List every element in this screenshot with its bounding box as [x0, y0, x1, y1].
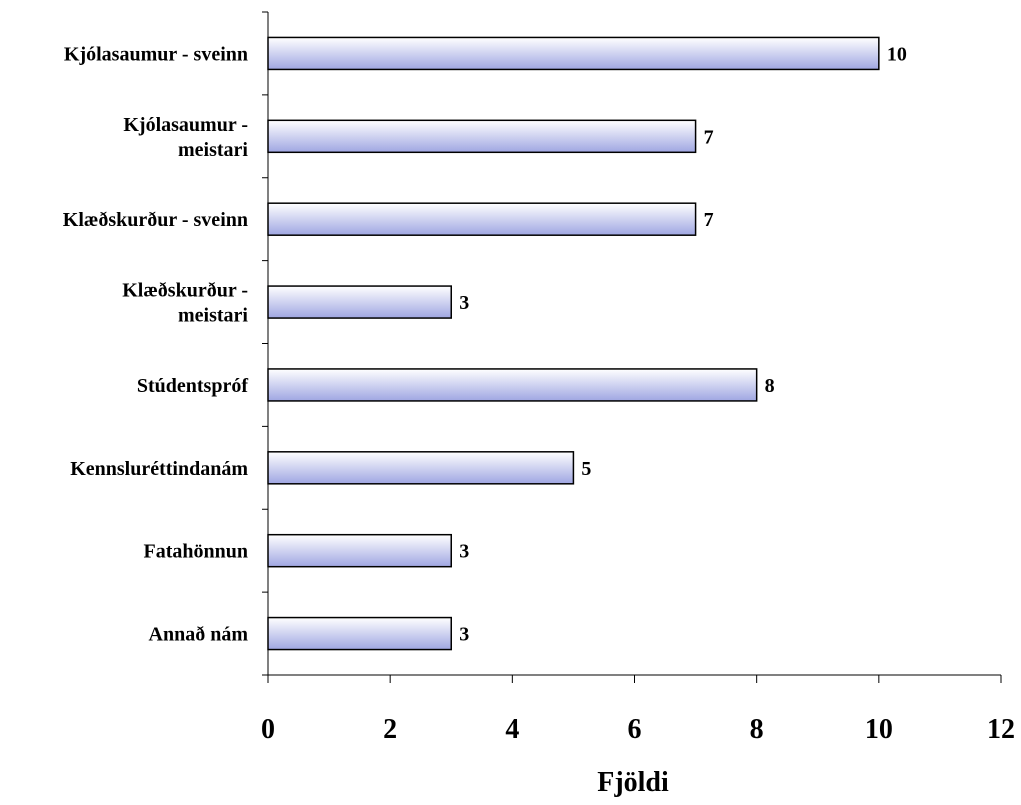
category-label-line: meistari [178, 139, 248, 161]
category-label-line: Fatahönnun [144, 541, 249, 563]
category-label-line: Kjólasaumur - [123, 114, 248, 136]
x-tick-label-4: 8 [750, 714, 764, 745]
bar-6 [267, 533, 452, 568]
category-label-4: Stúdentspróf [137, 375, 248, 397]
data-label-5: 5 [581, 458, 591, 480]
category-label-line: Kennsluréttindanám [70, 458, 248, 480]
category-label-line: meistari [178, 305, 248, 327]
bar-5 [267, 451, 575, 485]
category-label-0: Kjólasaumur - sveinn [64, 43, 248, 65]
x-tick-label-3: 6 [628, 714, 642, 745]
category-label-line: Klæðskurður - [122, 280, 248, 302]
data-label-7: 3 [459, 624, 469, 646]
category-label-6: Fatahönnun [144, 541, 249, 563]
bar-0 [267, 36, 880, 71]
category-label-5: Kennsluréttindanám [70, 458, 248, 480]
category-label-line: Annað nám [149, 624, 249, 646]
bar-1 [267, 119, 697, 154]
category-label-3: Klæðskurður - meistari [122, 280, 248, 327]
bar-2 [267, 202, 697, 236]
bar-7 [267, 616, 452, 651]
data-label-0: 10 [887, 43, 907, 65]
category-label-2: Klæðskurður - sveinn [63, 209, 248, 231]
x-axis-title: Fjöldi [597, 767, 669, 798]
x-tick-label-0: 0 [261, 714, 275, 745]
category-label-1: Kjólasaumur - meistari [123, 114, 248, 161]
x-tick-label-5: 10 [865, 714, 893, 745]
data-label-6: 3 [459, 541, 469, 563]
bar-3 [267, 285, 452, 319]
data-label-4: 8 [765, 375, 775, 397]
x-tick-label-1: 2 [383, 714, 397, 745]
x-tick-label-6: 12 [987, 714, 1015, 745]
bar-4 [267, 368, 758, 402]
data-label-1: 7 [704, 126, 714, 148]
data-label-3: 3 [459, 292, 469, 314]
data-label-2: 7 [704, 209, 714, 231]
category-label-line: Kjólasaumur - sveinn [64, 43, 248, 65]
category-label-line: Stúdentspróf [137, 375, 248, 397]
x-tick-label-2: 4 [505, 714, 519, 745]
category-label-line: Klæðskurður - sveinn [63, 209, 248, 231]
category-label-7: Annað nám [149, 624, 249, 646]
